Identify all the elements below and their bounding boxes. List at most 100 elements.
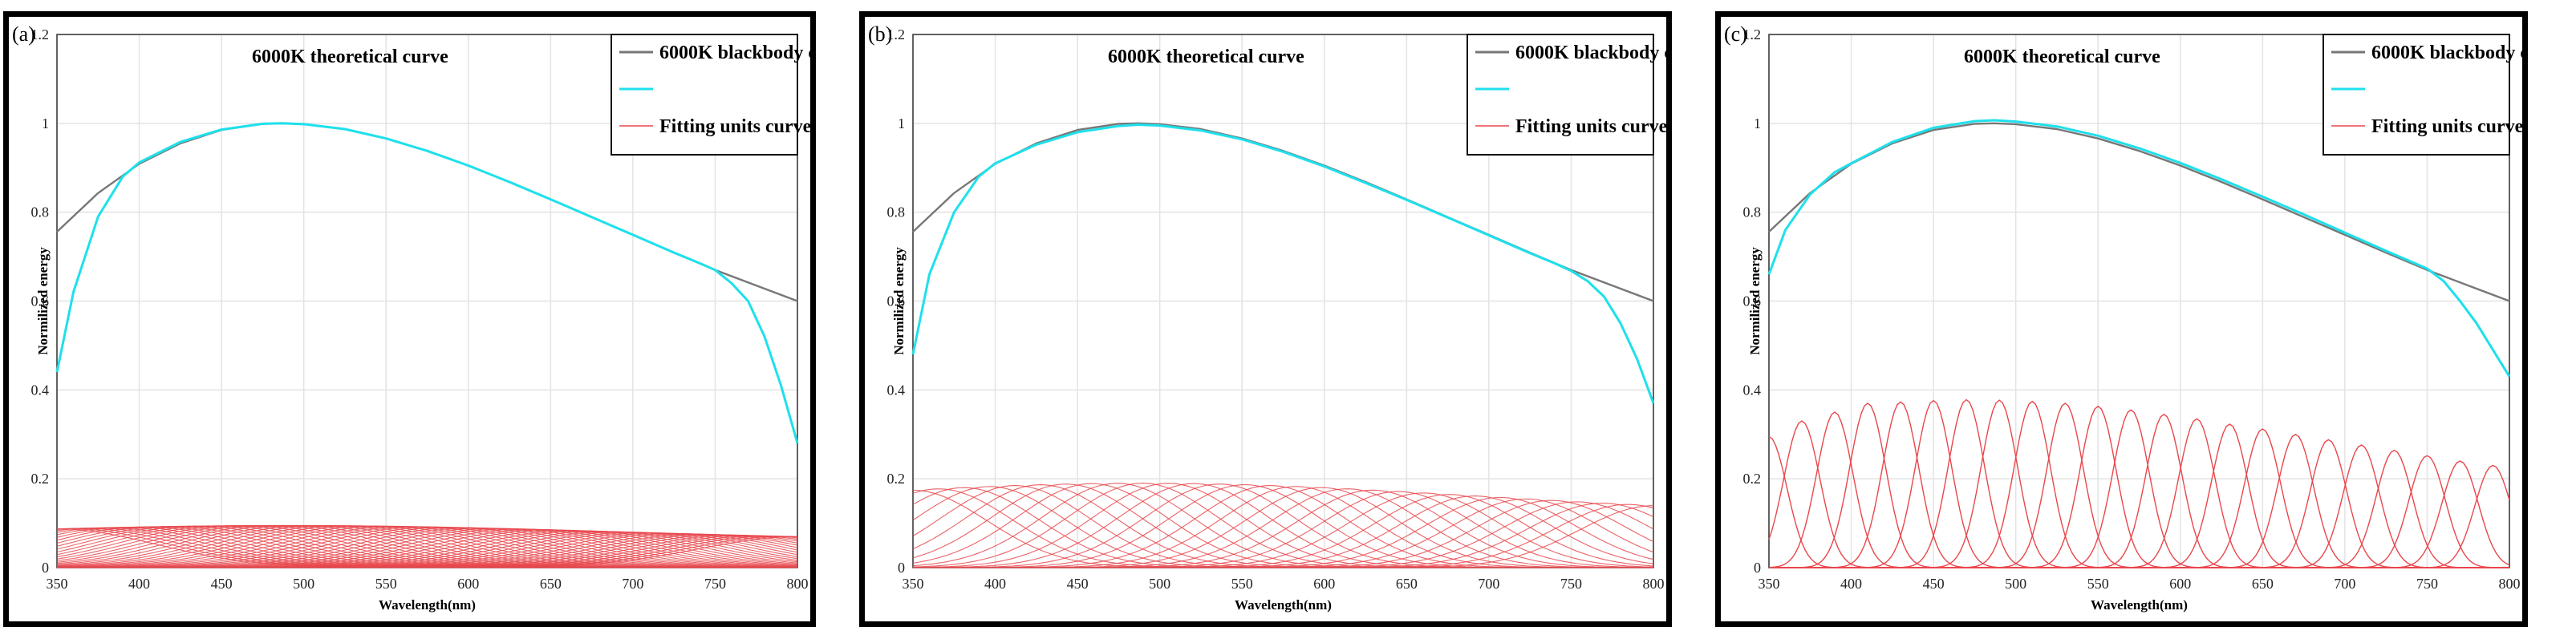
series-fitting-units — [912, 483, 1654, 568]
x-axis-label: Wavelength(nm) — [379, 597, 476, 613]
y-tick-label: 1.2 — [31, 26, 50, 42]
y-tick-label: 0.2 — [31, 471, 50, 487]
x-tick-label: 450 — [211, 576, 233, 592]
y-tick-label: 0.4 — [31, 382, 50, 398]
x-axis-label: Wavelength(nm) — [2091, 597, 2188, 613]
legend-label-fitting: Fitting units curve — [659, 116, 810, 137]
x-tick-label: 550 — [1231, 576, 1253, 592]
series-fitting-units — [1768, 398, 2510, 568]
y-tick-label: 0.4 — [887, 382, 906, 398]
legend-label-blackbody: 6000K blackbody curve — [1515, 42, 1666, 63]
y-tick-label: 0.6 — [31, 293, 50, 309]
legend — [611, 34, 798, 156]
y-tick-label: 0.2 — [1743, 471, 1762, 487]
fitting-unit-curve — [1769, 402, 2509, 568]
y-axis-label: Normilized energy — [1747, 247, 1763, 355]
y-tick-label: 0.6 — [1743, 293, 1762, 309]
panel-label: (c) — [1724, 22, 1747, 46]
panel-b: (b) Normilized energy Wavelength(nm) 600… — [859, 11, 1672, 627]
y-tick-label: 1 — [898, 115, 905, 131]
x-tick-label: 500 — [2005, 576, 2026, 592]
legend — [2322, 34, 2510, 156]
x-tick-label: 400 — [128, 576, 150, 592]
y-tick-label: 0.8 — [1743, 204, 1762, 220]
y-tick-label: 0 — [1754, 560, 1761, 576]
legend-label-theoretical: 6000K theoretical curve — [252, 47, 448, 67]
fitting-unit-curve — [1769, 423, 2509, 568]
legend-label-blackbody: 6000K blackbody curve — [2371, 42, 2522, 63]
x-tick-label: 750 — [704, 576, 726, 592]
panel-a: (a) Normilized energy Wavelength(nm) 600… — [3, 11, 816, 627]
x-tick-label: 700 — [1478, 576, 1499, 592]
x-tick-label: 750 — [2416, 576, 2438, 592]
chart-b: (b) Normilized energy Wavelength(nm) 600… — [868, 22, 1666, 613]
x-tick-label: 600 — [2169, 576, 2191, 592]
series-theoretical-line — [1767, 119, 2511, 378]
x-tick-label: 450 — [1067, 576, 1089, 592]
fitting-unit-curve — [1769, 464, 2510, 568]
fitting-unit-curve — [1769, 455, 2509, 568]
fitting-unit-curve — [1768, 435, 2509, 568]
fitting-unit-curve — [57, 536, 798, 568]
y-tick-label: 1.2 — [1743, 26, 1762, 42]
x-tick-label: 700 — [622, 576, 643, 592]
legend-label-blackbody: 6000K blackbody curve — [659, 42, 810, 63]
x-tick-label: 350 — [1759, 576, 1780, 592]
fitting-unit-curve — [1769, 402, 2509, 568]
series-theoretical-line — [55, 122, 799, 444]
legend-label-fitting: Fitting units curve — [1515, 116, 1666, 137]
x-tick-label: 800 — [2499, 576, 2521, 592]
fitting-unit-curve — [1768, 420, 2509, 568]
y-tick-label: 0.8 — [31, 204, 50, 220]
chart-a: (a) Normilized energy Wavelength(nm) 600… — [12, 22, 810, 613]
chart-c: (c) Normilized energy Wavelength(nm) 600… — [1724, 22, 2522, 613]
fitting-unit-curve — [913, 505, 1654, 568]
fitting-unit-curve — [1769, 439, 2509, 568]
fitting-unit-curve — [1769, 428, 2509, 568]
x-tick-label: 700 — [2334, 576, 2355, 592]
x-tick-label: 550 — [2087, 576, 2109, 592]
x-tick-label: 450 — [1923, 576, 1945, 592]
fitting-unit-curve — [1769, 409, 2509, 568]
legend — [1466, 34, 1654, 156]
x-tick-label: 350 — [903, 576, 924, 592]
x-tick-label: 500 — [1149, 576, 1170, 592]
x-tick-label: 650 — [540, 576, 562, 592]
series-blackbody-line — [1768, 122, 2510, 302]
y-axis-label: Normilized energy — [891, 247, 907, 355]
x-tick-label: 550 — [375, 576, 397, 592]
x-axis-label: Wavelength(nm) — [1235, 597, 1332, 613]
fitting-unit-curve — [913, 498, 1654, 568]
y-tick-label: 0 — [42, 560, 49, 576]
x-tick-label: 400 — [1840, 576, 1862, 592]
y-axis-label: Normilized energy — [35, 247, 51, 355]
fitting-unit-curve — [1769, 418, 2509, 568]
fitting-unit-curve — [913, 495, 1654, 568]
y-tick-label: 1.2 — [887, 26, 906, 42]
x-tick-label: 500 — [293, 576, 314, 592]
y-tick-label: 1 — [42, 115, 49, 131]
x-tick-label: 650 — [2252, 576, 2274, 592]
x-tick-label: 800 — [787, 576, 809, 592]
fitting-unit-curve — [1769, 405, 2509, 568]
x-tick-label: 600 — [457, 576, 479, 592]
y-tick-label: 0.6 — [887, 293, 906, 309]
y-tick-label: 0.4 — [1743, 382, 1762, 398]
legend-label-theoretical: 6000K theoretical curve — [1964, 47, 2160, 67]
series-fitting-units — [56, 524, 798, 568]
y-tick-label: 0 — [898, 560, 905, 576]
series-theoretical-line — [911, 123, 1655, 404]
y-tick-label: 1 — [1754, 115, 1761, 131]
legend-label-fitting: Fitting units curve — [2371, 116, 2522, 137]
x-tick-label: 650 — [1396, 576, 1418, 592]
x-tick-label: 750 — [1560, 576, 1582, 592]
x-tick-label: 350 — [47, 576, 68, 592]
legend-label-theoretical: 6000K theoretical curve — [1108, 47, 1304, 67]
x-tick-label: 800 — [1643, 576, 1665, 592]
y-tick-label: 0.2 — [887, 471, 906, 487]
x-tick-label: 400 — [984, 576, 1006, 592]
fitting-unit-curve — [913, 496, 1654, 568]
panel-label: (b) — [868, 22, 892, 46]
panel-label: (a) — [12, 22, 35, 46]
fitting-unit-curve — [913, 504, 1654, 568]
